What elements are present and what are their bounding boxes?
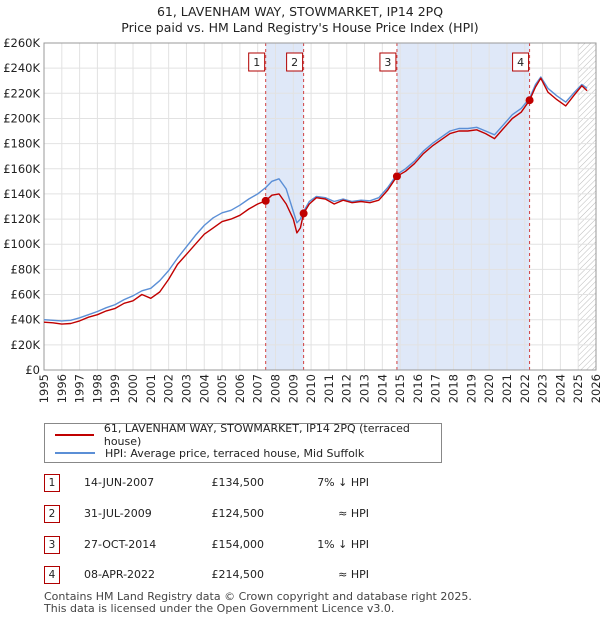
legend-swatch-hpi [55,452,95,454]
sale-date: 08-APR-2022 [84,568,156,581]
x-tick-label: 2005 [215,374,229,403]
sale-marker-box: 1 [44,474,60,492]
sale-hpi-compare: ≈ HPI [338,507,369,520]
x-tick-label: 2006 [233,374,247,403]
x-tick-label: 2003 [179,374,193,403]
sale-marker-box: 4 [44,566,60,584]
sale-date: 14-JUN-2007 [84,476,155,489]
sale-number-box [286,52,304,72]
x-tick-label: 2024 [553,374,567,403]
x-tick-label: 2017 [429,374,443,403]
y-tick-label: £120K [3,212,40,226]
legend: 61, LAVENHAM WAY, STOWMARKET, IP14 2PQ (… [44,422,442,463]
x-tick-label: 2004 [197,374,211,403]
y-tick-label: £160K [3,162,40,176]
x-tick-label: 1995 [37,374,51,403]
sale-number-box [379,52,397,72]
sale-hpi-compare: 1% ↓ HPI [317,538,369,551]
sale-number-label: 4 [517,56,524,69]
x-tick-label: 2008 [268,374,282,403]
chart-title: 61, LAVENHAM WAY, STOWMARKET, IP14 2PQ [156,4,444,19]
x-tick-label: 2019 [464,374,478,403]
sale-price: £154,000 [211,538,265,551]
y-tick-label: £100K [3,237,40,251]
x-tick-label: 1997 [73,374,87,403]
x-tick-label: 2023 [536,374,550,403]
legend-item-property: 61, LAVENHAM WAY, STOWMARKET, IP14 2PQ (… [55,422,441,448]
y-tick-label: £260K [3,36,40,50]
sale-marker-box: 2 [44,505,60,523]
y-tick-label: £40K [11,313,41,327]
plot-frame [43,42,597,371]
legend-label-hpi: HPI: Average price, terraced house, Mid … [105,446,365,460]
sale-number-label: 3 [384,56,391,69]
x-tick-label: 2012 [340,374,354,403]
y-tick-label: £240K [3,61,40,75]
sale-marker-box: 3 [44,536,60,554]
future-hatch [578,43,596,370]
sale-price: £124,500 [211,507,265,520]
shaded-range [396,43,530,370]
sale-price: £214,500 [211,568,265,581]
y-tick-label: £220K [3,86,40,100]
sale-point [261,196,270,205]
sale-price: £134,500 [211,476,265,489]
hpi-line [43,76,588,322]
sale-date: 27-OCT-2014 [84,538,157,551]
sale-date: 31-JUL-2009 [84,507,152,520]
sale-number-box [512,52,530,72]
x-tick-label: 2020 [482,374,496,403]
sale-hpi-compare: 7% ↓ HPI [317,476,369,489]
property-line [43,77,588,325]
sale-point [392,172,401,181]
footer-copyright: Contains HM Land Registry data © Crown c… [44,590,472,603]
x-tick-label: 2013 [358,374,372,403]
x-tick-label: 2021 [500,374,514,403]
x-tick-label: 1998 [90,374,104,403]
y-tick-label: £180K [3,137,40,151]
y-tick-label: £200K [3,111,40,125]
sale-hpi-compare: ≈ HPI [338,568,369,581]
x-tick-label: 2022 [518,374,532,403]
legend-item-hpi: HPI: Average price, terraced house, Mid … [55,444,364,462]
x-tick-label: 2002 [162,374,176,403]
sale-number-box [248,52,266,72]
legend-swatch-property [55,434,94,436]
x-tick-label: 2015 [393,374,407,403]
y-tick-label: £20K [11,338,41,352]
sale-point [525,96,534,105]
x-tick-label: 2014 [375,374,389,403]
footer-license: This data is licensed under the Open Gov… [44,602,395,615]
x-tick-label: 2000 [126,374,140,403]
shaded-range [265,43,304,370]
sale-number-label: 1 [253,56,260,69]
y-tick-label: £140K [3,187,40,201]
x-tick-label: 2018 [447,374,461,403]
x-tick-label: 2001 [144,374,158,403]
x-tick-label: 2011 [322,374,336,403]
y-tick-label: £60K [11,288,41,302]
price-chart: £0 £20K £40K £60K £80K £100K £120K £140K £160K £1… [3,36,600,403]
x-tick-label: 2025 [571,374,585,403]
y-tick-label: £0 [25,363,40,377]
x-tick-label: 2026 [589,374,600,403]
x-tick-label: 1996 [55,374,69,403]
sale-point [299,209,308,218]
x-tick-label: 2010 [304,374,318,403]
chart-subtitle: Price paid vs. HM Land Registry's House … [121,20,479,35]
legend-label-property: 61, LAVENHAM WAY, STOWMARKET, IP14 2PQ (… [103,422,410,448]
x-tick-label: 2016 [411,374,425,403]
x-tick-label: 2009 [286,374,300,403]
y-tick-label: £80K [11,262,41,276]
x-tick-label: 1999 [108,374,122,403]
sale-number-label: 2 [291,56,298,69]
x-tick-label: 2007 [251,374,265,403]
